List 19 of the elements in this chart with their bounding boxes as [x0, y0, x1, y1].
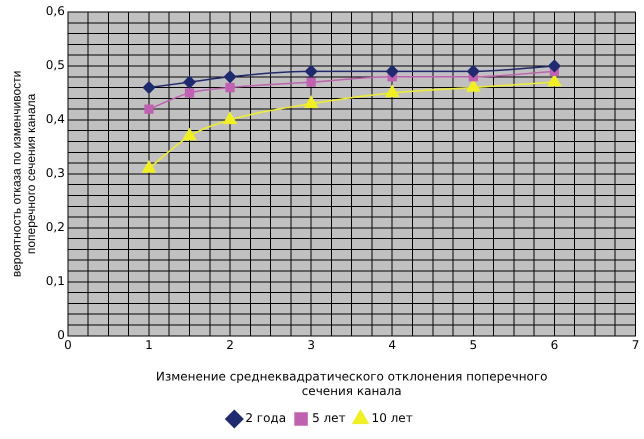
x-tick-label: 4: [388, 338, 396, 352]
y-tick-label: 0,3: [46, 166, 65, 180]
y-tick-label: 0,5: [46, 58, 65, 72]
legend-label: 5 лет: [312, 411, 346, 426]
x-tick-label: 7: [632, 338, 640, 352]
x-axis-title: Изменение среднеквадратического отклонения поперечного сечения канала: [156, 370, 548, 398]
y-tick-label: 0,4: [46, 112, 65, 126]
x-tick-label: 2: [226, 338, 234, 352]
y-tick-label: 0,6: [46, 4, 65, 18]
y-axis-title: вероятность отказа по изменчивости поперечного сечения канала: [10, 70, 38, 278]
y-tick-label: 0,1: [46, 274, 65, 288]
legend-label: 2 года: [245, 411, 286, 426]
y-tick-label: 0: [57, 328, 65, 342]
x-tick-label: 3: [307, 338, 315, 352]
y-tick-label: 0,2: [46, 220, 65, 234]
x-tick-label: 5: [470, 338, 478, 352]
legend-label: 10 лет: [372, 411, 413, 426]
x-tick-label: 1: [145, 338, 153, 352]
x-tick-label: 6: [550, 338, 558, 352]
